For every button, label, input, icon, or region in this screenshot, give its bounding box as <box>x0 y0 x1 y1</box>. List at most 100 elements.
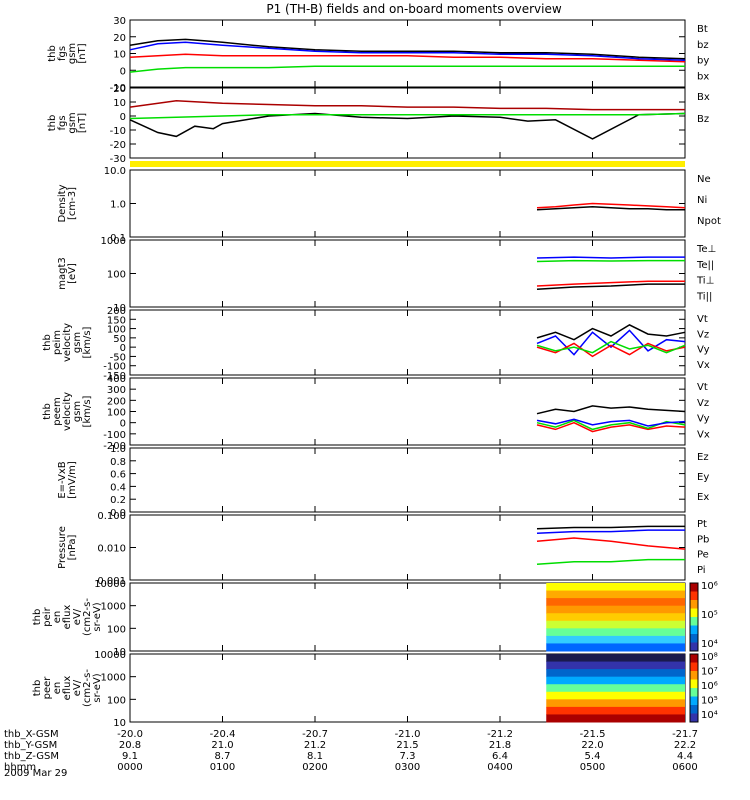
y-axis-label: velocity <box>62 323 73 362</box>
x-row-value: 9.1 <box>122 751 138 762</box>
spectrogram-band <box>546 605 685 614</box>
panel-fgs: 30 20 10 0 -10 thb fgs gsm [nT] Bt bz by bx <box>47 16 709 94</box>
x-row-value: -20.4 <box>210 729 236 740</box>
legend-Vx: Vx <box>697 360 710 371</box>
series-Vt <box>536 324 686 341</box>
colorbar-segment <box>690 583 698 592</box>
y-tick-label: 100 <box>107 695 126 706</box>
y-tick-label: 10 <box>113 98 126 109</box>
spectrogram-band <box>546 684 685 693</box>
spectrogram-band <box>546 635 685 644</box>
series-Ti|| <box>536 259 685 263</box>
legend-Vt: Vt <box>697 314 708 325</box>
y-axis-label: eflux <box>62 605 73 630</box>
y-axis-label: en <box>52 682 63 695</box>
colorbar-frame <box>689 582 699 652</box>
panel-peir: 10000 1000 100 10 thb peir en eflux eV/(cm2-s-sr… <box>32 579 718 658</box>
y-tick-label: -20 <box>110 140 126 151</box>
legend-Ne: Ne <box>697 174 711 185</box>
panel-efield: 1.0 0.8 0.60.4 0.2 0.0 E=-VxB [mV/m] Ez Ey Ex <box>57 444 709 519</box>
y-tick-label: -150 <box>103 371 126 382</box>
x-row-value: 21.5 <box>396 740 418 751</box>
legend-Npot: Npot <box>697 216 721 227</box>
panel-frame <box>129 239 686 308</box>
y-tick-label: 0.0 <box>110 508 126 519</box>
y-tick-label: 20 <box>113 33 126 44</box>
y-axis-label: magt3 <box>57 257 68 290</box>
y-axis-label: thb <box>47 115 58 132</box>
panel-frame <box>129 377 686 446</box>
x-row-value: 8.1 <box>307 751 323 762</box>
legend-Bx: Bx <box>697 92 710 103</box>
series-Vz <box>536 421 686 433</box>
series-Ti⊥ <box>536 256 685 259</box>
y-axis-label: gsm <box>67 112 78 133</box>
colorbar-label: 10⁴ <box>701 710 718 721</box>
legend-Ti⊥: Ti⊥ <box>696 276 714 287</box>
y-axis-label: eV/ <box>72 679 83 696</box>
y-axis-label: thb <box>42 403 53 420</box>
spectrogram-electron <box>546 654 685 723</box>
x-row-value: 21.8 <box>489 740 511 751</box>
x-row-value: 0100 <box>210 762 235 773</box>
x-row-value: 20.8 <box>119 740 141 751</box>
series-bx <box>129 41 686 61</box>
x-row-label: thb_Y-GSM <box>4 740 57 751</box>
series-Pb <box>536 537 686 550</box>
legend-Vz: Vz <box>697 398 709 409</box>
y-axis-label: sr-eV) <box>92 673 103 702</box>
y-tick-label: 100 <box>107 270 126 281</box>
y-axis-label: eV/ <box>72 608 83 625</box>
panel-frame <box>129 447 686 513</box>
y-tick-label: 20 <box>113 84 126 95</box>
x-row-value: 6.4 <box>492 751 508 762</box>
spectrogram-band <box>546 714 685 723</box>
y-tick-label: 300 <box>107 385 126 396</box>
x-row-value: 0300 <box>395 762 420 773</box>
colorbar-label: 10⁵ <box>701 610 718 621</box>
series-by <box>129 65 685 73</box>
y-tick-label: 1000 <box>101 673 126 684</box>
y-axis-label: [nT] <box>77 43 88 63</box>
panel-frame <box>129 309 686 376</box>
y-tick-label: -10 <box>110 83 126 94</box>
y-tick-label: 1.0 <box>110 200 126 211</box>
series-green <box>129 112 686 120</box>
spectrogram-ion <box>546 583 685 652</box>
y-axis-label: [mV/m] <box>67 461 78 499</box>
y-axis-label: [cm-3] <box>67 187 78 220</box>
y-tick-label: 1.0 <box>110 444 126 455</box>
spectrogram-band <box>546 661 685 670</box>
legend-Ey: Ey <box>697 472 709 483</box>
y-tick-label: 200 <box>107 306 126 317</box>
series-Bz <box>129 99 685 111</box>
y-tick-label: -50 <box>110 352 126 363</box>
x-row-value: 0200 <box>302 762 327 773</box>
status-bar <box>130 161 685 167</box>
colorbar-segment <box>690 654 698 663</box>
spectrogram-band <box>546 598 685 607</box>
x-row-value: 21.0 <box>211 740 233 751</box>
panel-frame <box>129 514 686 581</box>
spectrogram-band <box>546 654 685 663</box>
y-axis-label: peer <box>42 676 53 700</box>
spectrogram-band <box>546 613 685 622</box>
x-row-value: 5.4 <box>585 751 601 762</box>
spectrogram-band <box>546 691 685 700</box>
legend-Vy: Vy <box>697 414 710 425</box>
legend-Bz: Bz <box>697 114 709 125</box>
y-tick-label: 10000 <box>94 650 126 661</box>
spectrogram-band <box>546 706 685 715</box>
colorbar-segment <box>690 679 698 689</box>
y-tick-label: 10000 <box>94 579 126 590</box>
spectrogram-band <box>546 628 685 637</box>
y-tick-label: 0 <box>120 112 126 123</box>
panel-frame <box>129 87 686 159</box>
y-tick-label: 400 <box>107 374 126 385</box>
y-tick-label: 10 <box>113 50 126 61</box>
y-axis-label: [eV] <box>67 263 78 284</box>
y-axis-label: en <box>52 611 63 624</box>
x-row-value: 0600 <box>672 762 697 773</box>
colorbar-segment <box>690 617 698 626</box>
colorbar-segment <box>690 625 698 635</box>
